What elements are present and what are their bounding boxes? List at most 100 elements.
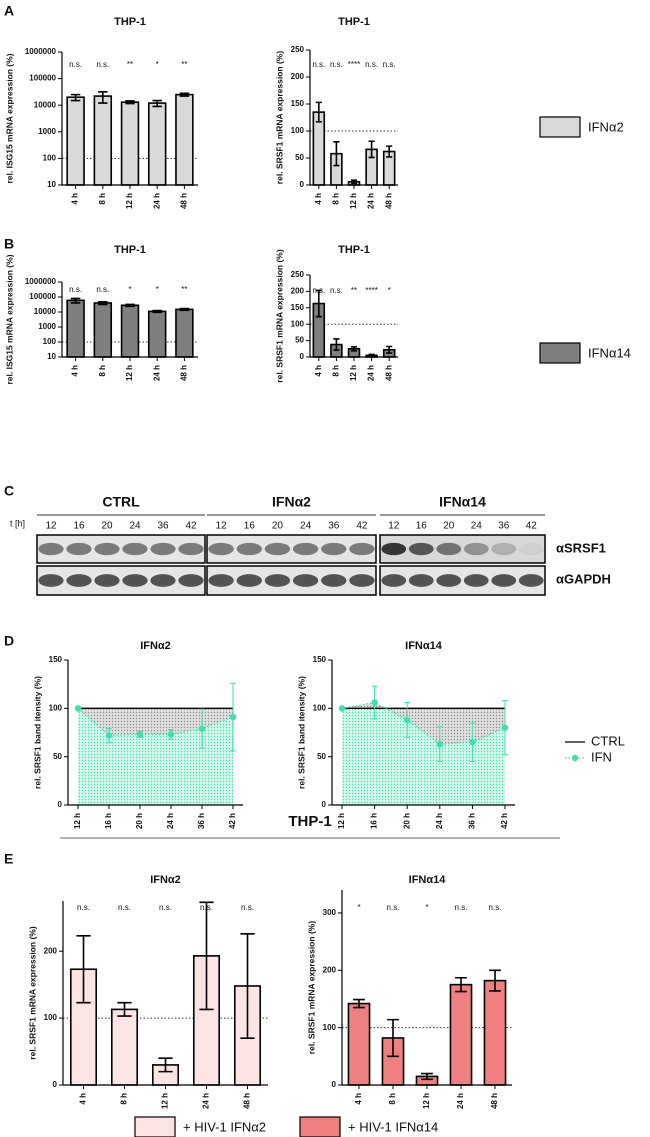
legend-marker bbox=[571, 754, 579, 762]
significance: n.s. bbox=[69, 60, 82, 69]
bar bbox=[120, 304, 140, 358]
y-axis-label: rel. SRSF1 band itensity (%) bbox=[32, 676, 42, 789]
y-tick-label: 100 bbox=[43, 154, 57, 163]
y-tick-label: 200 bbox=[291, 72, 305, 81]
blot-band bbox=[236, 574, 262, 587]
y-tick-label: 250 bbox=[291, 45, 305, 54]
significance: n.s. bbox=[365, 60, 378, 69]
chart-title: IFNα2 bbox=[150, 874, 181, 886]
point bbox=[167, 731, 175, 738]
blot-band bbox=[208, 542, 234, 556]
chart-title: THP-1 bbox=[114, 244, 146, 256]
blot-band bbox=[264, 574, 291, 587]
x-tick-label: 16 h bbox=[370, 813, 379, 829]
blot-band bbox=[292, 542, 319, 556]
x-tick-label: 20 h bbox=[135, 813, 144, 829]
y-axis-label: rel. SRSF1 mRNA expression (%) bbox=[306, 921, 316, 1055]
y-tick-label: 1000000 bbox=[25, 277, 57, 286]
x-tick-label: 4 h bbox=[71, 193, 80, 205]
antibody-label: αSRSF1 bbox=[556, 540, 606, 555]
x-tick-label: 12 h bbox=[73, 813, 82, 829]
error-bar bbox=[158, 1057, 173, 1073]
blot-band bbox=[38, 542, 64, 556]
point bbox=[371, 699, 378, 706]
significance: * bbox=[128, 285, 131, 294]
panel-letter: B bbox=[4, 236, 14, 252]
significance: * bbox=[156, 60, 159, 69]
bar bbox=[110, 1008, 139, 1086]
y-tick-label: 200 bbox=[44, 946, 58, 955]
error-bar bbox=[333, 141, 340, 167]
point bbox=[501, 724, 509, 731]
x-tick-label: 48 h bbox=[384, 193, 393, 209]
point bbox=[469, 738, 476, 746]
blot-time: 24 bbox=[129, 521, 141, 532]
x-tick-label: 8 h bbox=[332, 365, 341, 377]
x-tick-label: 42 h bbox=[500, 813, 509, 829]
y-tick-label: 250 bbox=[291, 270, 305, 279]
x-tick-label: 8 h bbox=[388, 1093, 397, 1105]
legend-label: + HIV-1 IFNα14 bbox=[348, 1119, 438, 1134]
time-label: t [h] bbox=[10, 518, 25, 528]
blot-band bbox=[436, 542, 462, 556]
blot-band bbox=[122, 542, 148, 556]
point bbox=[229, 713, 237, 721]
bar bbox=[449, 983, 473, 1086]
blot-band bbox=[463, 574, 489, 587]
significance: ** bbox=[181, 60, 187, 69]
error-bar bbox=[70, 297, 81, 304]
y-tick-label: 100000 bbox=[29, 74, 56, 83]
error-bar bbox=[368, 140, 375, 159]
error-bar bbox=[152, 99, 162, 108]
significance: n.s. bbox=[77, 903, 90, 912]
blot-strip bbox=[206, 534, 377, 564]
blot-time: 42 bbox=[185, 521, 197, 532]
significance: **** bbox=[365, 286, 377, 295]
y-tick-label: 10000 bbox=[34, 307, 57, 316]
legend-label: IFN bbox=[591, 749, 612, 764]
blot-time: 16 bbox=[244, 521, 256, 532]
chart-title: THP-1 bbox=[338, 244, 370, 256]
x-tick-label: 24 h bbox=[166, 813, 175, 829]
significance: n.s. bbox=[330, 60, 343, 69]
line bbox=[77, 707, 234, 737]
error-bar bbox=[368, 353, 375, 358]
y-tick-label: 100 bbox=[43, 337, 57, 346]
y-axis-label: rel. SRSF1 band itensity (%) bbox=[296, 676, 306, 789]
x-tick-label: 12 h bbox=[349, 193, 358, 209]
blot-time: 24 bbox=[471, 521, 483, 532]
x-tick-label: 24 h bbox=[152, 365, 161, 381]
significance: n.s. bbox=[159, 903, 172, 912]
legend-swatch bbox=[539, 342, 581, 364]
y-tick-label: 0 bbox=[58, 800, 63, 809]
x-tick-label: 8 h bbox=[98, 193, 107, 205]
point bbox=[338, 705, 346, 712]
y-axis-label: rel. SRSF1 mRNA expression (%) bbox=[274, 51, 284, 185]
x-tick-label: 8 h bbox=[332, 193, 341, 205]
blot-band bbox=[150, 574, 176, 587]
y-tick-label: 100 bbox=[291, 126, 305, 135]
blot-band bbox=[463, 542, 489, 556]
bar bbox=[347, 1002, 371, 1086]
significance: * bbox=[156, 285, 159, 294]
x-tick-label: 12 h bbox=[422, 1093, 431, 1109]
bar bbox=[175, 308, 194, 358]
blot-strip bbox=[206, 565, 377, 596]
significance: n.s. bbox=[383, 60, 396, 69]
point bbox=[404, 716, 411, 724]
legend-label: IFNα2 bbox=[588, 119, 624, 134]
blot-band bbox=[150, 542, 176, 556]
blot-band bbox=[436, 574, 462, 587]
y-tick-label: 150 bbox=[291, 303, 305, 312]
bar bbox=[312, 111, 326, 186]
y-tick-label: 10 bbox=[47, 180, 56, 189]
blot-band bbox=[66, 542, 92, 556]
chart-title: IFNα14 bbox=[409, 874, 447, 886]
blot-band bbox=[408, 542, 434, 556]
blot-band bbox=[349, 542, 375, 556]
point bbox=[74, 705, 82, 712]
y-tick-label: 0 bbox=[332, 1080, 337, 1089]
y-tick-label: 1000000 bbox=[25, 47, 57, 56]
point bbox=[198, 725, 206, 732]
